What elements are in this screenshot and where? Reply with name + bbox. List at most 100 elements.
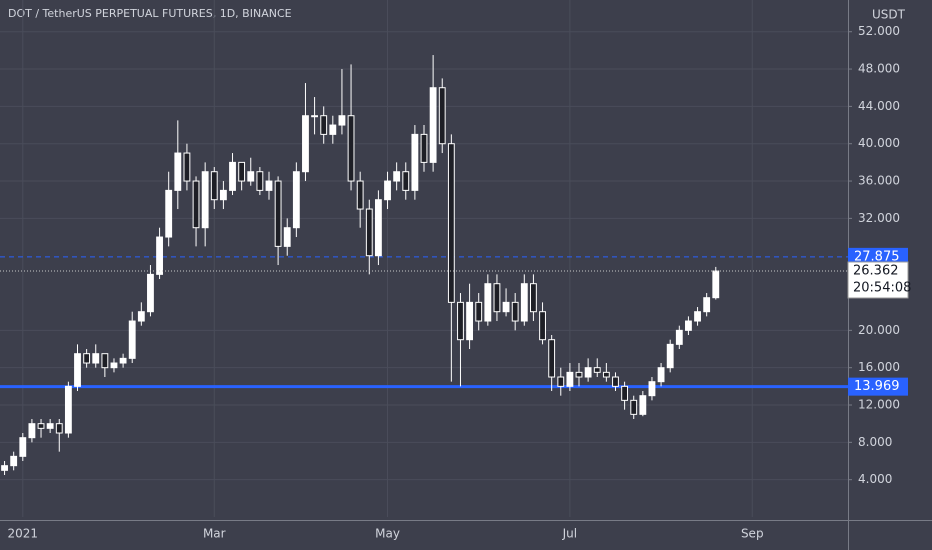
candle-body [356, 180, 364, 210]
candle-body [365, 208, 373, 257]
candle-body [55, 423, 63, 434]
candle-body [165, 189, 173, 238]
candle-body [703, 297, 711, 313]
candle-body [493, 283, 501, 313]
x-tick-label: May [375, 527, 400, 541]
candle-body [1, 465, 8, 471]
candle-body [621, 385, 629, 401]
candle-body [238, 161, 246, 182]
candle-body [229, 161, 236, 191]
candle-body [329, 124, 337, 135]
candle-body [192, 180, 200, 229]
price-label-box [848, 377, 908, 396]
candle-body [475, 301, 483, 322]
candle-body [37, 423, 45, 429]
y-tick-label: 16.000 [858, 360, 900, 374]
y-tick-label: 8.000 [858, 435, 892, 449]
y-axis-label: USDT [872, 8, 906, 22]
price-label: 13.969 [854, 379, 900, 394]
candle-body [530, 283, 537, 313]
candle-body [685, 320, 692, 331]
candle-body [511, 301, 519, 322]
candle-body [19, 437, 27, 457]
candle-body [83, 353, 91, 364]
last-price-label: 26.362 [853, 263, 899, 278]
candle-body [374, 199, 382, 257]
candle-body [292, 171, 300, 229]
candle-body [575, 371, 583, 378]
candle-body [74, 353, 81, 387]
x-tick-label: Jul [562, 527, 577, 541]
candle-body [712, 270, 720, 299]
price-label: 27.875 [854, 249, 900, 264]
y-tick-label: 32.000 [858, 211, 900, 225]
candle-body [338, 115, 346, 126]
y-tick-label: 44.000 [858, 99, 900, 113]
candle-body [593, 367, 601, 373]
candle-body [110, 362, 118, 369]
chart-title: DOT / TetherUS PERPETUAL FUTURES, 1D, BI… [8, 7, 292, 20]
candle-body [438, 87, 446, 145]
y-tick-label: 48.000 [858, 62, 900, 76]
candle-body [502, 301, 510, 313]
candle-body [675, 329, 683, 345]
candle-body [247, 171, 255, 182]
candle-body [210, 171, 218, 201]
candle-body [101, 353, 109, 369]
candle-body [557, 376, 565, 387]
candle-body [420, 133, 428, 163]
candle-body [92, 353, 100, 364]
candle-body [283, 227, 291, 247]
candle-body [602, 371, 610, 378]
candle-body [10, 455, 18, 467]
candle-body [219, 189, 227, 201]
candle-body [466, 301, 474, 341]
price-label-box [848, 247, 908, 266]
candle-body [548, 339, 556, 378]
candle-body [156, 236, 163, 275]
y-tick-label: 20.000 [858, 323, 900, 337]
candle-body [384, 180, 391, 201]
candle-body [320, 115, 328, 135]
candle-body [347, 115, 355, 182]
last-price-box [847, 261, 909, 299]
y-tick-label: 4.000 [858, 472, 892, 486]
candle-body [28, 423, 36, 439]
candle-body [402, 171, 410, 191]
candle-body [612, 376, 619, 387]
candle-body [411, 133, 419, 191]
candle-body [46, 423, 54, 429]
candle-body [64, 385, 72, 434]
candle-body [520, 283, 528, 322]
candle-body [566, 371, 574, 387]
candle-body [457, 301, 464, 341]
candle-body [119, 357, 127, 364]
candle-body [174, 152, 182, 191]
candle-body [147, 273, 154, 313]
candle-body [429, 87, 437, 163]
candle-body [183, 152, 191, 182]
x-tick-label: Sep [741, 527, 764, 541]
candle-body [666, 343, 674, 369]
candle-body [657, 367, 665, 383]
candle-body [484, 283, 492, 322]
y-tick-label: 12.000 [858, 398, 900, 412]
candle-body [694, 311, 701, 322]
candle-body [265, 180, 273, 191]
countdown: 20:54:08 [853, 280, 911, 295]
x-tick-label: 2021 [8, 527, 39, 541]
candle-body [137, 311, 145, 322]
candle-body [447, 143, 455, 303]
candle-body [539, 311, 546, 341]
candle-body [128, 320, 136, 359]
candle-body [311, 115, 318, 118]
candle-body [584, 367, 592, 378]
candle-body [393, 171, 401, 182]
candle-body [630, 399, 638, 415]
candle-body [256, 171, 264, 191]
candle-body [201, 171, 209, 229]
y-tick-label: 36.000 [858, 174, 900, 188]
candle-body [639, 395, 647, 415]
